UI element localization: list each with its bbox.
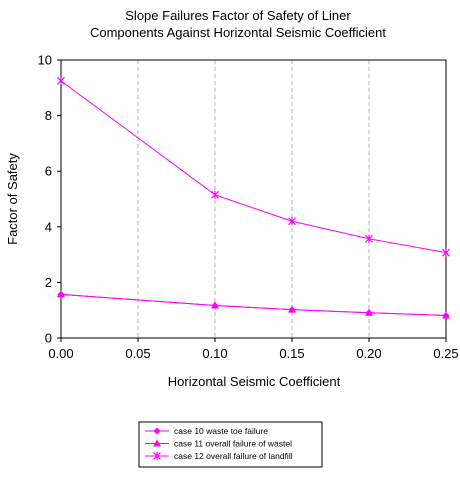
x-tick-label: 0.25 [433,346,458,361]
series-lines [57,76,450,319]
data-point [57,76,65,85]
x-tick-label: 0.00 [48,346,73,361]
data-point [211,301,219,309]
legend-label: case 10 waste toe failure [174,426,268,436]
data-point [365,308,373,316]
series-line [60,293,447,316]
series-3 [57,76,450,257]
x-tick-label: 0.10 [202,346,227,361]
x-tick-label: 0.15 [279,346,304,361]
y-tick-label: 2 [45,275,52,290]
legend-entry: case 12 overall failure of landfill [145,451,293,461]
series-line [60,293,447,316]
series-line [60,80,447,254]
y-tick-label: 10 [38,53,52,68]
y-tick-label: 6 [45,164,52,179]
legend-label: case 12 overall failure of landfill [174,451,293,461]
y-tick-label: 4 [45,219,52,234]
legend: case 10 waste toe failure case 11 overall… [138,421,323,468]
chart-title-line-1: Slope Failures Factor of Safety of Liner [125,8,351,23]
legend-entries: case 10 waste toe failure case 11 overall… [145,426,293,461]
series-1 [57,290,450,319]
data-point [442,311,450,319]
legend-marker [153,452,161,460]
legend-label: case 11 overall failure of wastel [174,439,292,449]
y-axis-label: Factor of Safety [5,153,20,245]
plot-area [60,59,447,339]
legend-marker [153,427,161,435]
data-point [288,217,296,226]
series-2 [57,290,450,319]
legend-entry: case 11 overall failure of wastel [145,439,292,449]
y-tick-label: 0 [45,331,52,346]
axis-ticks: 0.00 0.05 0.10 0.15 0.20 0.25 0 2 4 6 8 10 [38,53,459,362]
x-tick-label: 0.05 [125,346,150,361]
x-axis-label: Horizontal Seismic Coefficient [168,374,341,389]
data-point [442,248,450,257]
legend-entry: case 10 waste toe failure [145,426,268,436]
y-tick-label: 8 [45,108,52,123]
grid [137,60,370,338]
data-point [288,305,296,313]
data-point [211,190,219,199]
legend-box [138,421,323,468]
chart-title-line-2: Components Against Horizontal Seismic Co… [90,25,386,40]
legend-marker [153,439,161,447]
data-point [57,290,65,298]
data-point [365,234,373,243]
x-tick-label: 0.20 [356,346,381,361]
